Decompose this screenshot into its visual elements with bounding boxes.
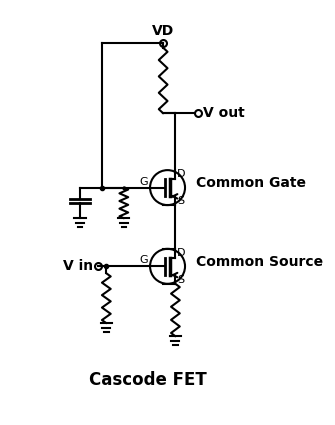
Text: Cascode FET: Cascode FET	[88, 371, 206, 389]
Text: VD: VD	[152, 24, 174, 38]
Text: D: D	[177, 248, 186, 258]
Text: Common Source: Common Source	[196, 255, 323, 269]
Text: V in: V in	[63, 259, 93, 273]
Text: G: G	[140, 177, 148, 187]
Text: D: D	[177, 169, 186, 179]
Text: G: G	[140, 255, 148, 266]
Text: S: S	[177, 196, 184, 206]
Text: V out: V out	[203, 106, 244, 120]
Text: Common Gate: Common Gate	[196, 176, 306, 190]
Text: S: S	[177, 275, 184, 285]
